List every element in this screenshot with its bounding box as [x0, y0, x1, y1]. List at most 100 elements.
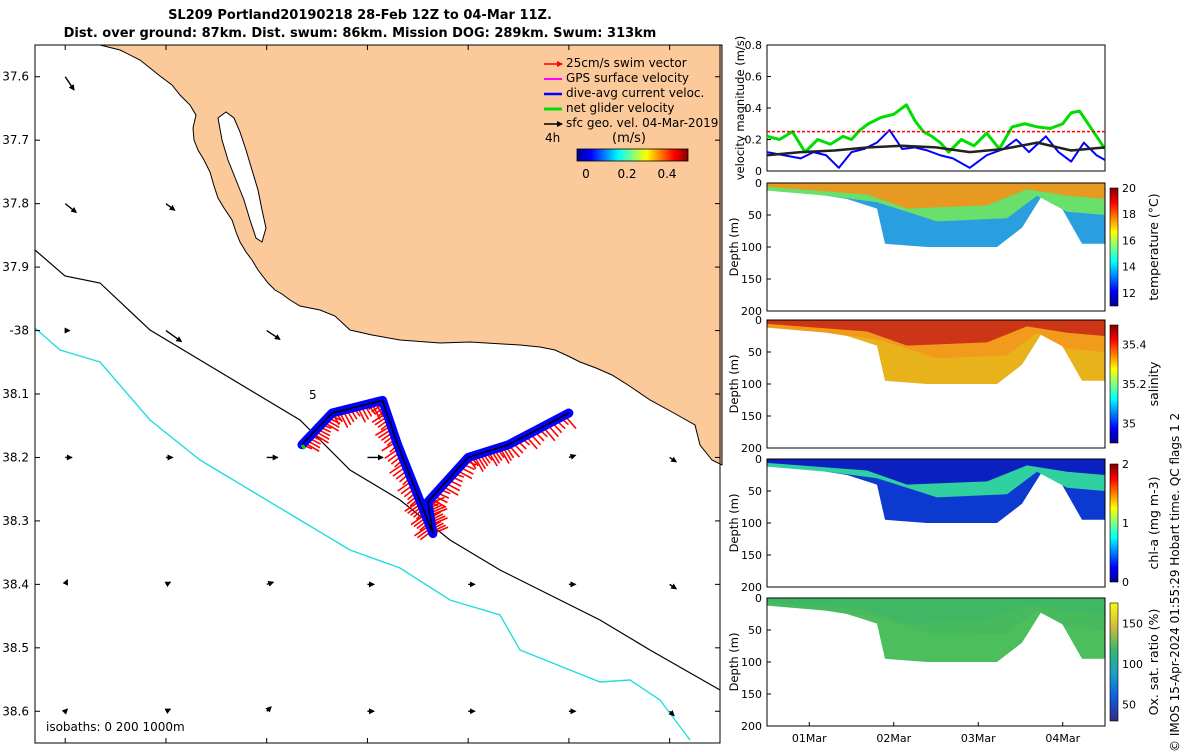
section-colorbar-tick: 20 — [1122, 182, 1136, 195]
geo-vector-arrow — [265, 706, 272, 713]
section-y-label: Depth (m) — [727, 355, 741, 414]
map-y-tick-label: 37.9 — [2, 260, 29, 274]
velocity-panel: 0 0.2 0.4 0.6 0.8 velocity magnitude (m/s) — [733, 36, 1107, 181]
map-y-tick-label: 37.6 — [2, 70, 29, 84]
section-colorbar — [1109, 463, 1119, 583]
velocity-y-tick-label: 0.4 — [745, 102, 763, 115]
velocity-y-tick-label: 0.8 — [745, 39, 763, 52]
map-y-tick-label: 37.8 — [2, 197, 29, 211]
map-legend: 25cm/s swim vector GPS surface velocity … — [544, 56, 718, 181]
velocity-series — [766, 103, 1107, 169]
section-y-tick-label: 50 — [748, 346, 762, 359]
section-y-tick-label: 100 — [741, 378, 762, 391]
section-y-tick-label: 200 — [741, 305, 762, 318]
section-colorbar-tick: 14 — [1122, 261, 1136, 274]
geo-vector-arrow — [266, 580, 275, 587]
geo-vector-arrow — [668, 710, 675, 717]
section-surface-layer — [767, 183, 1105, 209]
velocity-series-line — [766, 103, 1107, 154]
velocity-y-tick-label: 0.2 — [745, 134, 763, 147]
velocity-series-line — [766, 141, 1106, 157]
section-colorbar — [1109, 602, 1119, 722]
map-y-tick-label: 38.5 — [2, 641, 29, 655]
legend-gps-velocity: GPS surface velocity — [566, 71, 689, 85]
section-colorbar-tick: 12 — [1122, 287, 1136, 300]
figure-title-line2: Dist. over ground: 87km. Dist. swum: 86k… — [63, 26, 657, 41]
map-y-axis: 37.6 37.7 37.8 37.9 -38 38.1 38.2 38.3 38.4 38.5 3… — [2, 70, 720, 718]
isobath-legend-text: isobaths: 0 200 1000m — [46, 720, 185, 734]
section-y-tick-label: 50 — [748, 485, 762, 498]
section-colorbar-label: temperature (°C) — [1146, 193, 1161, 300]
section-y-label: Depth (m) — [727, 494, 741, 553]
section-x-tick-label: 02Mar — [876, 732, 911, 745]
legend-geo-vel: sfc geo. vel. 04-Mar-2019 — [566, 116, 718, 130]
section-colorbar — [1109, 187, 1119, 307]
section-panel-temperature: 0 50 100 150 200 Depth (m) 12 14 16 18 20 temperatu… — [727, 177, 1161, 318]
isobath-1000m — [34, 327, 691, 741]
legend-net-velocity: net glider velocity — [566, 101, 674, 115]
map-y-tick-label: 37.7 — [2, 133, 29, 147]
map-y-tick-label: 38.4 — [2, 577, 29, 591]
section-y-tick-label: 0 — [755, 314, 762, 327]
section-colorbar-tick: 150 — [1122, 617, 1143, 630]
section-colorbar-tick: 35.4 — [1122, 339, 1147, 352]
legend-dive-avg: dive-avg current veloc. — [566, 86, 704, 100]
colorbar-tick-1: 0.2 — [617, 167, 636, 181]
section-y-tick-label: 100 — [741, 517, 762, 530]
section-x-tick-label: 03Mar — [961, 732, 996, 745]
section-y-tick-label: 0 — [755, 453, 762, 466]
velocity-y-tick-label: 0 — [755, 165, 762, 178]
geo-vector-arrow — [164, 708, 172, 714]
section-colorbar-tick: 35.2 — [1122, 378, 1147, 391]
map-y-tick-label: -38 — [9, 324, 29, 338]
section-y-label: Depth (m) — [727, 218, 741, 277]
section-colorbar-tick: 35 — [1122, 417, 1136, 430]
section-colorbar-tick: 100 — [1122, 658, 1143, 671]
section-colorbar-tick: 50 — [1122, 699, 1136, 712]
track-line — [301, 399, 570, 535]
section-colorbar-tick: 0 — [1122, 576, 1129, 589]
geo-vector-arrow — [669, 456, 678, 463]
section-panel-salinity: 0 50 100 150 200 Depth (m) 35 35.2 35.4 salinity — [727, 314, 1161, 455]
section-colorbar-tick: 1 — [1122, 517, 1129, 530]
colorbar-tick-0: 0 — [582, 167, 590, 181]
map-panel: 140140.2140.4140.6140.8141141.2 37.637.7… — [2, 44, 723, 750]
map-y-tick-label: 38.1 — [2, 387, 29, 401]
section-y-tick-label: 200 — [741, 442, 762, 455]
velocity-y-axis: 0 0.2 0.4 0.6 0.8 — [745, 39, 771, 178]
glider-track — [297, 395, 577, 541]
section-y-tick-label: 100 — [741, 656, 762, 669]
geo-velocity-vectors — [61, 76, 678, 717]
lake-outline — [217, 111, 267, 243]
geo-vector-arrow — [669, 583, 678, 590]
section-colorbar-label: Ox. sat. ratio (%) — [1146, 609, 1161, 716]
section-y-tick-label: 50 — [748, 624, 762, 637]
section-colorbar-label: salinity — [1146, 361, 1161, 406]
velocity-y-tick-label: 0.6 — [745, 71, 763, 84]
section-x-tick-label: 01Mar — [792, 732, 827, 745]
section-y-label: Depth (m) — [727, 633, 741, 692]
track-segment-label: 5 — [309, 388, 317, 402]
velocity-series-line — [766, 129, 1106, 169]
section-surface-layer — [767, 598, 1105, 624]
speed-colorbar — [576, 148, 689, 162]
map-y-tick-label: 38.2 — [2, 450, 29, 464]
geo-vector-arrow — [61, 708, 69, 715]
velocity-y-label: velocity magnitude (m/s) — [733, 36, 747, 181]
map-y-tick-label: 38.3 — [2, 514, 29, 528]
section-y-tick-label: 100 — [741, 241, 762, 254]
figure-title-line1: SL209 Portland20190218 28-Feb 12Z to 04-… — [168, 8, 552, 23]
geo-vector-arrow — [165, 329, 183, 343]
geo-vector-arrow — [164, 581, 172, 588]
geo-vector-arrow — [568, 453, 577, 460]
section-surface-layer — [767, 320, 1105, 346]
net-velocity-mark — [300, 443, 307, 450]
map-y-tick-label: 38.6 — [2, 704, 29, 718]
geo-vector-arrow — [64, 76, 75, 91]
section-colorbar — [1109, 324, 1119, 444]
geo-vector-arrow — [62, 579, 69, 586]
interval-label: 4h — [545, 131, 560, 145]
